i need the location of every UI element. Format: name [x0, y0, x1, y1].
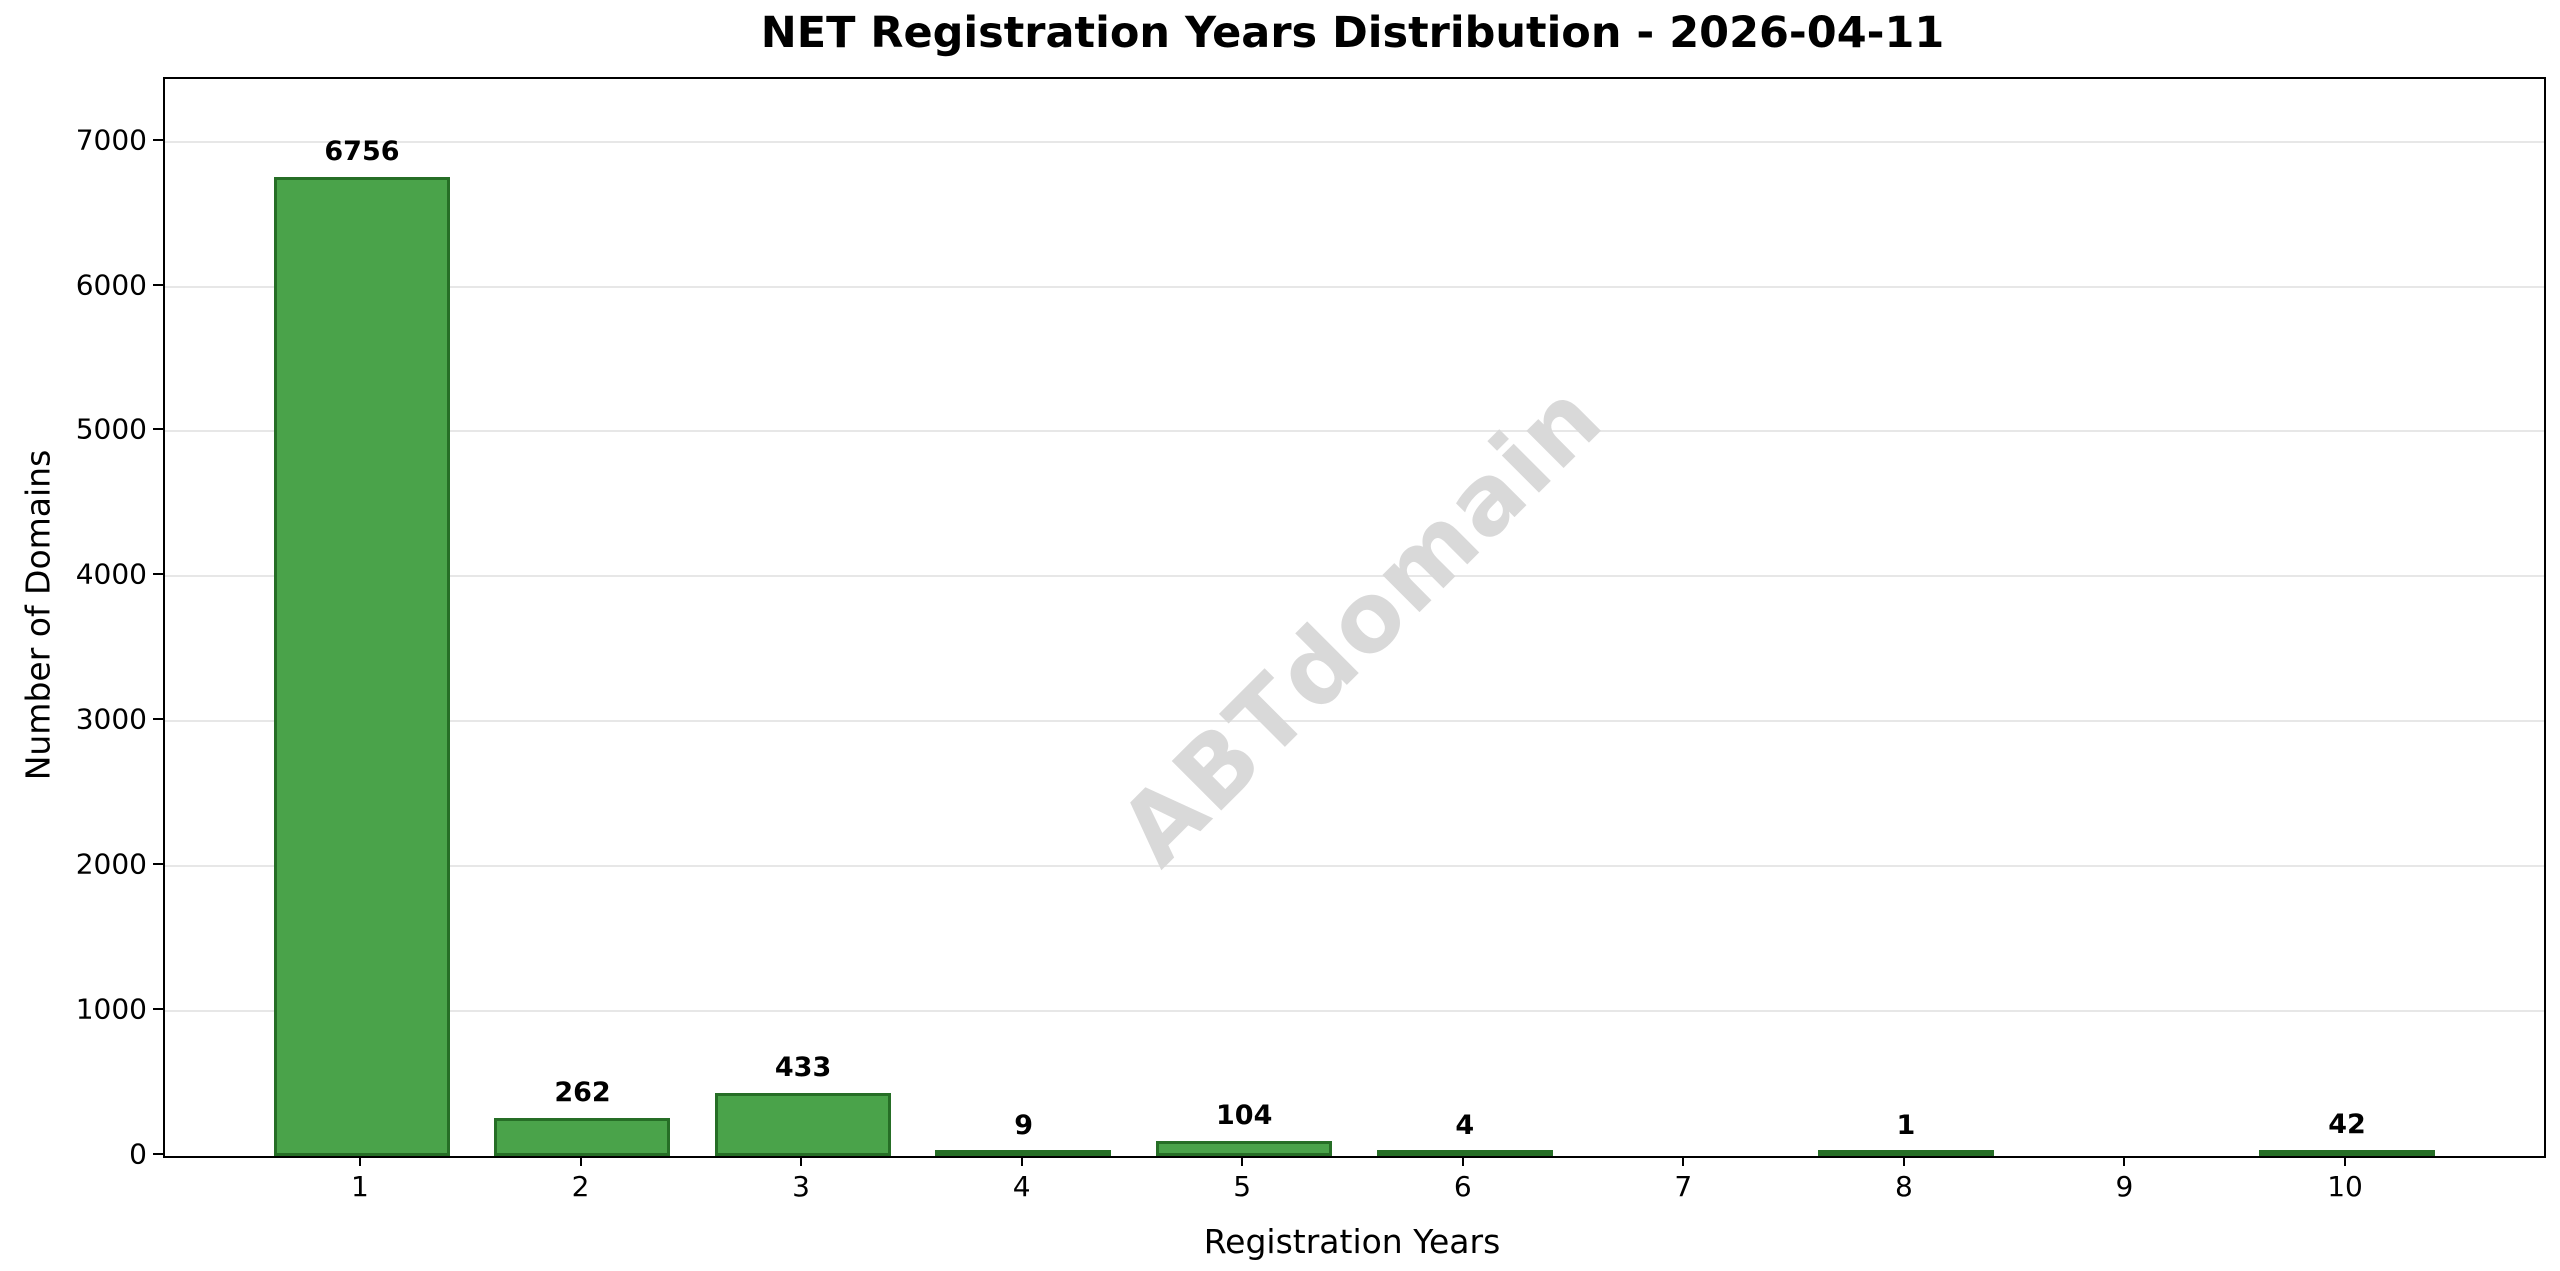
- x-tick-label: 3: [792, 1170, 810, 1203]
- x-tick-label: 10: [2327, 1170, 2363, 1203]
- y-tick-mark: [153, 428, 163, 431]
- watermark: ABTdomain: [1098, 361, 1624, 887]
- x-tick-mark: [1241, 1156, 1244, 1166]
- x-tick-mark: [2123, 1156, 2126, 1166]
- bar: [2259, 1150, 2435, 1156]
- gridline: [165, 720, 2544, 723]
- bar-value-label: 9: [1014, 1110, 1034, 1141]
- y-tick-mark: [153, 1008, 163, 1011]
- gridline: [165, 140, 2544, 143]
- x-tick-mark: [1020, 1156, 1023, 1166]
- y-tick-label: 6000: [75, 268, 147, 302]
- bar-value-label: 433: [774, 1052, 832, 1083]
- x-tick-mark: [1902, 1156, 1905, 1166]
- y-tick-label: 0: [129, 1137, 147, 1171]
- bar-value-label: 42: [2328, 1109, 2366, 1140]
- bar: [274, 177, 450, 1156]
- bar-value-label: 1: [1896, 1110, 1916, 1141]
- x-tick-label: 5: [1233, 1170, 1252, 1203]
- bar-value-label: 104: [1216, 1100, 1273, 1131]
- x-tick-mark: [800, 1156, 803, 1166]
- y-tick-mark: [153, 138, 163, 141]
- bar: [1818, 1150, 1994, 1156]
- y-tick-mark: [153, 283, 163, 286]
- y-tick-mark: [153, 718, 163, 721]
- bar-value-label: 6756: [324, 136, 400, 167]
- y-tick-label: 5000: [75, 412, 147, 446]
- x-tick-label: 2: [571, 1170, 590, 1203]
- x-tick-label: 7: [1674, 1170, 1693, 1203]
- x-tick-label: 6: [1453, 1170, 1472, 1203]
- y-tick-label: 2000: [75, 847, 147, 881]
- y-tick-mark: [153, 1153, 163, 1155]
- gridline: [165, 430, 2544, 433]
- y-tick-label: 3000: [75, 702, 147, 736]
- bar-value-label: 262: [554, 1077, 611, 1108]
- y-axis-label: Number of Domains: [18, 449, 58, 781]
- plot-area: ABTdomain 6756 262 433 9 104 4 1 42: [163, 77, 2546, 1158]
- x-tick-label: 1: [351, 1170, 369, 1203]
- y-tick-mark: [153, 863, 163, 866]
- y-tick-label: 1000: [75, 992, 147, 1026]
- y-tick-mark: [153, 573, 163, 576]
- x-tick-mark: [1682, 1156, 1685, 1166]
- y-tick-label: 7000: [75, 123, 147, 157]
- gridline: [165, 1010, 2544, 1013]
- y-tick-label: 4000: [75, 557, 147, 591]
- bar: [1156, 1141, 1332, 1156]
- chart-title: NET Registration Years Distribution - 20…: [760, 8, 1945, 58]
- x-axis-label: Registration Years: [1203, 1222, 1501, 1261]
- x-tick-label: 4: [1012, 1170, 1031, 1203]
- gridline: [165, 285, 2544, 288]
- x-tick-mark: [358, 1156, 361, 1166]
- x-tick-label: 8: [1894, 1170, 1913, 1203]
- bar: [494, 1118, 670, 1156]
- x-tick-mark: [579, 1156, 582, 1166]
- bar: [935, 1150, 1111, 1156]
- gridline: [165, 865, 2544, 868]
- gridline: [165, 575, 2544, 578]
- x-tick-mark: [1461, 1156, 1464, 1166]
- bar: [715, 1093, 891, 1156]
- x-tick-mark: [2344, 1156, 2347, 1166]
- x-tick-label: 9: [2115, 1170, 2134, 1203]
- bar: [1377, 1150, 1553, 1156]
- bar-value-label: 4: [1455, 1110, 1475, 1141]
